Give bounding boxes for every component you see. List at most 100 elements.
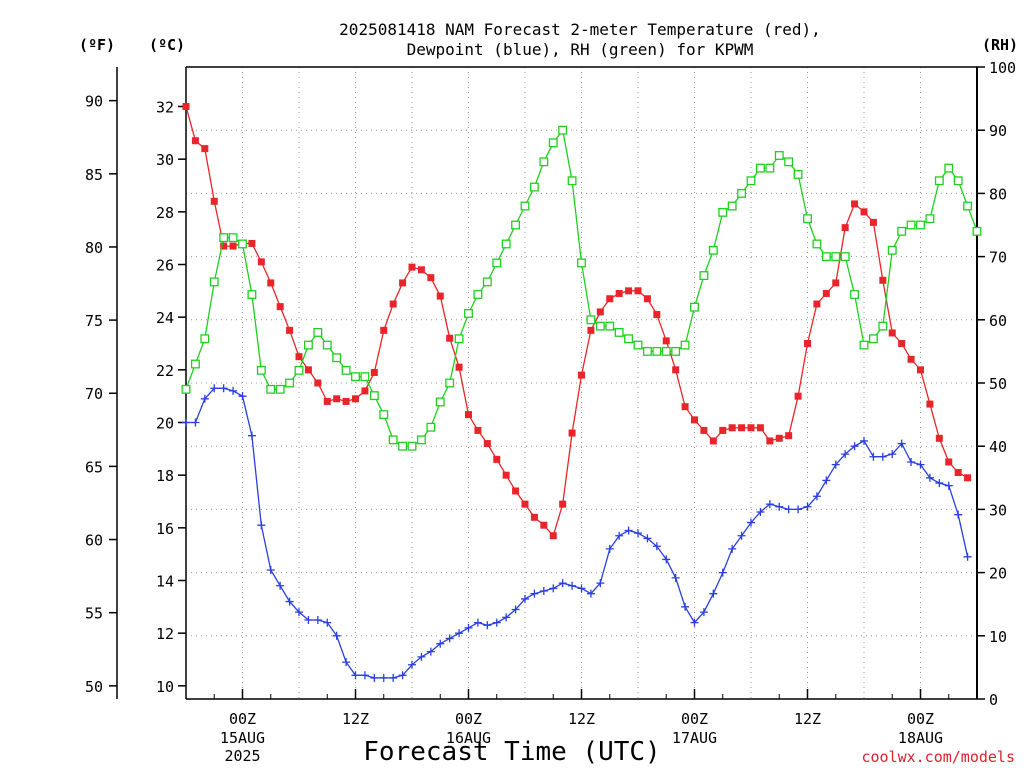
fahrenheit-tick-label: 70 <box>85 385 103 403</box>
temperature-point <box>653 311 661 319</box>
dewpoint-point <box>276 581 285 590</box>
temperature-point <box>333 395 341 403</box>
rh-point <box>567 176 577 186</box>
dewpoint-point <box>445 634 454 643</box>
rh-point <box>850 290 860 299</box>
rh-tick-label: 80 <box>989 185 1007 203</box>
dewpoint-point <box>285 597 294 606</box>
temperature-point <box>465 411 472 419</box>
dewpoint-point <box>963 552 972 561</box>
celsius-tick-label: 14 <box>156 573 174 591</box>
chart-title-line2: Dewpoint (blue), RH (green) for KPWM <box>407 40 754 59</box>
rh-point <box>398 441 408 451</box>
rh-point <box>407 441 417 451</box>
dewpoint-point <box>247 431 256 440</box>
fahrenheit-tick-label: 60 <box>85 532 103 550</box>
temperature-point <box>521 500 529 508</box>
rh-point <box>520 201 530 211</box>
rh-point <box>690 302 699 312</box>
dewpoint-point <box>916 460 925 469</box>
temperature-point <box>691 416 698 424</box>
rh-point <box>595 321 605 331</box>
dewpoint-point <box>794 505 803 514</box>
dewpoint-point <box>775 502 784 511</box>
rh-tick-label: 20 <box>989 565 1007 583</box>
rh-point <box>803 214 812 224</box>
temperature-point <box>709 437 717 445</box>
temperature-point <box>785 432 793 440</box>
rh-point <box>360 372 370 382</box>
dewpoint-point <box>634 529 642 538</box>
rh-tick-label: 70 <box>989 249 1007 267</box>
rh-point <box>228 233 238 243</box>
dewpoint-point <box>822 476 831 485</box>
rh-point <box>577 258 586 268</box>
dewpoint-point <box>615 531 624 540</box>
rh-point <box>454 334 464 344</box>
temperature-point <box>323 397 331 405</box>
temperature-point <box>964 474 972 482</box>
temperature-point <box>804 340 811 347</box>
dewpoint-point <box>907 458 916 466</box>
temperature-point <box>493 455 501 463</box>
rh-point <box>746 176 756 186</box>
rh-point <box>341 365 351 375</box>
dewpoint-point <box>803 502 812 511</box>
dewpoint-point <box>257 521 266 530</box>
dewpoint-point <box>455 629 464 638</box>
temperature-point <box>606 295 614 303</box>
temperature-point <box>267 279 275 287</box>
temperature-point <box>766 437 774 445</box>
rh-point <box>266 384 276 394</box>
dewpoint-point <box>869 452 878 461</box>
rh-point <box>388 435 398 445</box>
fahrenheit-tick-label: 55 <box>85 605 103 623</box>
x-tick-label-time: 00Z <box>229 710 256 728</box>
dewpoint-point <box>200 394 209 403</box>
rh-point <box>247 290 257 299</box>
celsius-tick-label: 18 <box>156 467 174 485</box>
dewpoint-point <box>426 647 435 656</box>
temperature-point <box>888 329 896 337</box>
temperature-point <box>191 137 199 145</box>
rh-point <box>416 435 426 445</box>
rh-point <box>379 410 389 420</box>
temperature-point <box>342 397 350 405</box>
dewpoint-point <box>492 618 501 627</box>
rh-point <box>671 346 681 356</box>
rh-point <box>558 125 568 135</box>
rh-tick-label: 10 <box>989 628 1007 646</box>
temperature-point <box>851 200 859 208</box>
rh-point <box>351 372 360 382</box>
temperature-point <box>596 308 604 316</box>
temperature-point <box>643 295 651 303</box>
dewpoint-point <box>897 439 906 448</box>
temperature-point <box>578 371 585 379</box>
rh-point <box>473 290 483 299</box>
dewpoint-point <box>323 618 332 627</box>
rh-point <box>219 233 229 243</box>
dewpoint-point <box>332 631 341 640</box>
rh-point <box>916 220 925 230</box>
dewpoint-point <box>370 673 379 682</box>
rh-point <box>793 169 803 179</box>
fahrenheit-tick-label: 50 <box>85 678 103 696</box>
axes: 50 55 60 65 70 75 80 85 90 10 12 14 16 18 20 22 24 26 28 30… <box>85 59 1016 709</box>
fahrenheit-tick-label: 65 <box>85 458 103 476</box>
dewpoint-point <box>954 510 963 519</box>
temperature-point <box>314 379 322 387</box>
x-tick-label-time: 12Z <box>342 710 369 728</box>
celsius-tick-label: 16 <box>156 520 174 538</box>
dewpoint-point <box>709 589 718 598</box>
fahrenheit-tick-label: 90 <box>85 93 103 111</box>
rh-point <box>238 239 247 249</box>
dewpoint-point <box>737 531 746 540</box>
x-tick-label-time: 00Z <box>681 710 708 728</box>
dewpoint-point <box>935 479 944 488</box>
x-tick-label-year: 2025 <box>224 747 260 765</box>
temperature-point <box>756 424 764 432</box>
rh-point <box>539 157 549 167</box>
rh-tick-label: 30 <box>989 501 1007 519</box>
